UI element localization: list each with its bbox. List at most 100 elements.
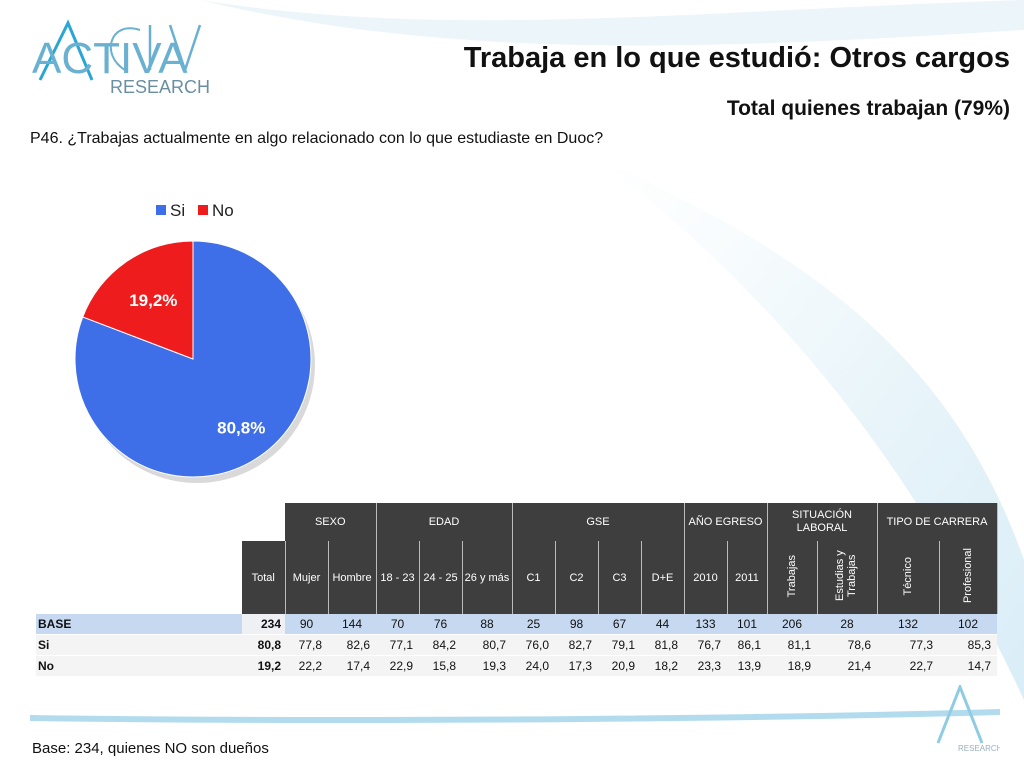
group-header: SITUACIÓN LABORAL xyxy=(767,503,878,541)
column-header: Profesional xyxy=(939,541,998,614)
pie-labels: 80,8% 19,2% xyxy=(129,291,265,438)
column-header-label: Estudias y Trabajas xyxy=(834,550,858,602)
column-header: Hombre xyxy=(328,541,377,614)
column-header: D+E xyxy=(641,541,685,614)
table-cell: 25 xyxy=(512,614,555,635)
table-cell: 82,6 xyxy=(328,634,376,656)
page-subtitle: Total quienes trabajan (79%) xyxy=(726,97,1010,120)
logo-subtitle: RESEARCH xyxy=(110,77,210,97)
table-cell: 101 xyxy=(727,614,767,635)
total-cell: 234 xyxy=(242,614,285,635)
table-cell: 22,7 xyxy=(877,655,939,677)
table-cell: 76,0 xyxy=(512,634,555,656)
pie-slices xyxy=(74,240,315,483)
table-row: BASE 234 90 144 70 76 88 25 98 67 44 133 101 206 28 132… xyxy=(36,614,997,635)
table-cell: 81,8 xyxy=(641,634,684,656)
table-cell: 81,1 xyxy=(767,634,817,656)
column-header-label: Profesional xyxy=(962,548,974,604)
group-header-label: SITUACIÓN LABORAL xyxy=(792,509,852,534)
logo-wordmark: ACTIVA xyxy=(32,34,188,83)
column-header: C1 xyxy=(512,541,556,614)
column-header: Estudias y Trabajas xyxy=(817,541,878,614)
table-cell: 77,1 xyxy=(376,634,419,656)
table-cell: 17,4 xyxy=(328,655,376,677)
table-cell: 144 xyxy=(328,614,376,635)
column-header: Trabajas xyxy=(767,541,818,614)
group-header: SEXO xyxy=(285,503,377,541)
column-header: 2011 xyxy=(727,541,768,614)
base-footnote: Base: 234, quienes NO son dueños xyxy=(32,740,269,757)
mini-logo-text: RESEARCH xyxy=(958,744,1000,753)
table-cell: 85,3 xyxy=(939,634,997,656)
activa-research-logo: ACTIVA RESEARCH xyxy=(32,19,210,97)
table-cell: 82,7 xyxy=(555,634,598,656)
column-header: 24 - 25 xyxy=(419,541,463,614)
pie-slice-no xyxy=(82,240,194,360)
table-cell: 76 xyxy=(419,614,462,635)
table-cell: 79,1 xyxy=(598,634,641,656)
group-header: EDAD xyxy=(376,503,513,541)
table-cell: 23,3 xyxy=(684,655,727,677)
pie-slice-si xyxy=(74,240,312,478)
table-cell: 18,2 xyxy=(641,655,684,677)
table-cell: 13,9 xyxy=(727,655,767,677)
table-cell: 77,8 xyxy=(285,634,328,656)
table-cell: 44 xyxy=(641,614,684,635)
column-header: Total xyxy=(242,541,286,614)
chart-legend: Si No xyxy=(156,201,234,220)
table-cell: 70 xyxy=(376,614,419,635)
table-cell: 133 xyxy=(684,614,727,635)
group-header: AÑO EGRESO xyxy=(684,503,768,541)
column-header: Mujer xyxy=(285,541,329,614)
table-cell: 86,1 xyxy=(727,634,767,656)
table-cell: 17,3 xyxy=(555,655,598,677)
column-header-label: Trabajas xyxy=(786,554,798,598)
table-cell: 84,2 xyxy=(419,634,462,656)
column-header: Técnico xyxy=(877,541,940,614)
table-row: No 19,2 22,2 17,4 22,9 15,8 19,3 24,0 17,3 20,9 18… xyxy=(36,655,997,677)
table-cell: 24,0 xyxy=(512,655,555,677)
table-cell: 90 xyxy=(285,614,328,635)
table-cell: 20,9 xyxy=(598,655,641,677)
page-title: Trabaja en lo que estudió: Otros cargos xyxy=(463,42,1010,74)
group-header: TIPO DE CARRERA xyxy=(877,503,998,541)
table-cell: 88 xyxy=(462,614,512,635)
total-cell: 80,8 xyxy=(242,634,285,656)
table-cell: 19,3 xyxy=(462,655,512,677)
table-cell: 28 xyxy=(817,614,877,635)
question-text: P46. ¿Trabajas actualmente en algo relac… xyxy=(30,130,604,147)
table-cell: 67 xyxy=(598,614,641,635)
legend-swatch-no xyxy=(198,205,208,215)
row-label: BASE xyxy=(36,614,242,635)
table-cell: 78,6 xyxy=(817,634,877,656)
column-header: 18 - 23 xyxy=(376,541,420,614)
table-cell: 21,4 xyxy=(817,655,877,677)
table-cell: 80,7 xyxy=(462,634,512,656)
crosstab-table: SEXO EDAD GSE AÑO EGRESO SITUACIÓN LABOR… xyxy=(36,503,998,677)
table-row: Si 80,8 77,8 82,6 77,1 84,2 80,7 76,0 82,7 79,1 81… xyxy=(36,634,997,656)
table-cell: 77,3 xyxy=(877,634,939,656)
table-cell: 22,9 xyxy=(376,655,419,677)
row-label: No xyxy=(36,655,242,677)
table-cell: 22,2 xyxy=(285,655,328,677)
group-header: GSE xyxy=(512,503,685,541)
table-cell: 206 xyxy=(767,614,817,635)
pie-data-label-no: 19,2% xyxy=(129,291,177,310)
table-cell: 14,7 xyxy=(939,655,997,677)
table-column-header-row: Total Mujer Hombre 18 - 23 24 - 25 26 y … xyxy=(36,541,998,614)
pie-data-label-si: 80,8% xyxy=(217,418,265,437)
legend-swatch-si xyxy=(156,205,166,215)
table-cell: 15,8 xyxy=(419,655,462,677)
column-header: 2010 xyxy=(684,541,728,614)
mini-logo-icon: RESEARCH xyxy=(936,685,1000,753)
table-group-header-row: SEXO EDAD GSE AÑO EGRESO SITUACIÓN LABOR… xyxy=(36,503,998,541)
table-cell: 98 xyxy=(555,614,598,635)
column-header: 26 y más xyxy=(462,541,513,614)
table-cell: 76,7 xyxy=(684,634,727,656)
table-cell: 132 xyxy=(877,614,939,635)
table-cell: 102 xyxy=(939,614,997,635)
table-body: BASE 234 90 144 70 76 88 25 98 67 44 133 101 206 28 132… xyxy=(36,614,997,677)
legend-label-no: No xyxy=(212,201,234,220)
legend-label-si: Si xyxy=(170,201,185,220)
